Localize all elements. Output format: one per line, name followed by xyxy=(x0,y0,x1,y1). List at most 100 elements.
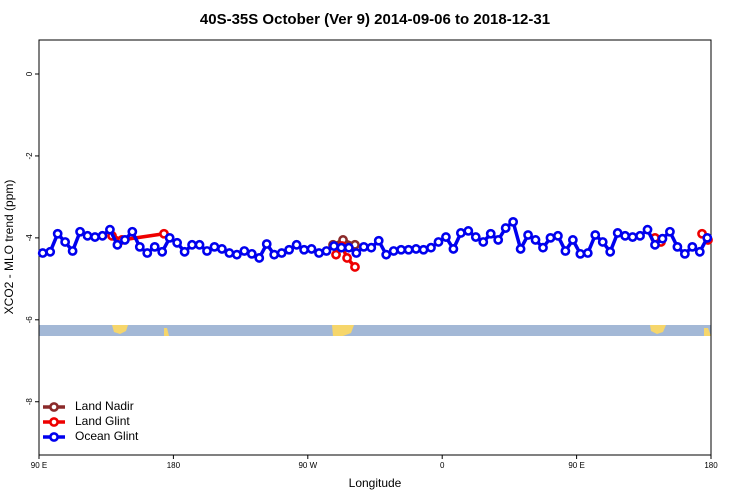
data-point xyxy=(523,230,533,240)
legend-marker xyxy=(49,417,59,427)
data-point xyxy=(545,232,556,243)
data-point xyxy=(665,226,675,237)
data-point xyxy=(246,248,257,259)
data-point xyxy=(82,230,93,241)
data-point xyxy=(642,224,653,235)
data-point xyxy=(134,241,145,252)
legend-marker xyxy=(49,402,59,412)
data-point xyxy=(366,242,377,253)
legend-marker xyxy=(49,432,59,442)
data-point xyxy=(448,244,459,254)
data-point xyxy=(127,226,138,237)
data-point xyxy=(149,241,160,252)
data-point xyxy=(90,232,100,242)
y-tick-label: -6 xyxy=(25,316,34,324)
data-point xyxy=(269,249,280,260)
data-point xyxy=(194,239,205,250)
data-point xyxy=(291,239,302,250)
series xyxy=(37,216,713,263)
data-point xyxy=(179,246,190,257)
data-point xyxy=(590,230,601,240)
data-point xyxy=(45,246,56,257)
data-point xyxy=(538,242,548,253)
data-point xyxy=(702,232,713,243)
data-point xyxy=(426,242,436,253)
data-point xyxy=(209,241,220,252)
data-point xyxy=(343,242,354,253)
x-tick-label: 0 xyxy=(440,461,445,470)
data-point xyxy=(627,232,638,242)
data-point xyxy=(60,237,71,247)
data-point xyxy=(67,246,78,256)
data-point xyxy=(418,244,429,255)
data-point xyxy=(321,246,332,256)
data-point xyxy=(530,235,541,245)
map-strip xyxy=(39,325,711,336)
chart-title: 40S-35S October (Ver 9) 2014-09-06 to 20… xyxy=(200,11,550,28)
data-point xyxy=(105,224,115,235)
data-point xyxy=(231,249,242,260)
data-point xyxy=(470,232,481,242)
data-point xyxy=(52,228,63,239)
legend-label: Land Glint xyxy=(75,414,130,428)
data-point xyxy=(687,241,698,252)
legend-label: Land Nadir xyxy=(75,399,134,413)
data-point xyxy=(254,253,265,263)
data-point xyxy=(396,244,407,255)
data-point xyxy=(650,239,660,250)
data-point xyxy=(299,244,309,255)
legend-label: Ocean Glint xyxy=(75,429,139,443)
data-point xyxy=(37,248,48,258)
data-point xyxy=(508,216,519,227)
data-point xyxy=(306,244,317,254)
data-point xyxy=(284,244,295,255)
data-point xyxy=(381,249,392,260)
data-point xyxy=(157,246,168,257)
data-point xyxy=(672,241,683,252)
data-point xyxy=(620,230,631,241)
x-tick-label: 180 xyxy=(167,461,181,470)
data-point xyxy=(679,248,690,259)
data-point xyxy=(142,248,153,258)
data-point xyxy=(575,248,586,259)
data-point xyxy=(239,246,250,256)
data-point xyxy=(612,228,623,238)
data-point xyxy=(582,248,593,258)
x-tick-label: 180 xyxy=(704,461,718,470)
data-point xyxy=(463,226,474,236)
data-point xyxy=(164,232,175,243)
plot-frame xyxy=(38,39,712,456)
data-point xyxy=(403,244,414,255)
data-point xyxy=(441,232,451,242)
data-point xyxy=(657,233,668,244)
y-axis-label: XCO2 - MLO trend (ppm) xyxy=(2,180,16,315)
data-point xyxy=(605,246,616,257)
data-point xyxy=(261,239,272,249)
data-point xyxy=(597,237,608,247)
data-point xyxy=(515,244,526,254)
data-point xyxy=(350,262,360,272)
data-point xyxy=(694,246,705,257)
data-point xyxy=(478,237,489,247)
data-point xyxy=(329,241,339,251)
data-point xyxy=(112,239,123,250)
data-point xyxy=(276,248,287,258)
data-point xyxy=(202,246,212,256)
data-point xyxy=(217,244,227,254)
data-point xyxy=(567,235,578,245)
y-tick-label: -8 xyxy=(25,398,34,406)
x-tick-label: 90 E xyxy=(568,461,584,470)
data-point xyxy=(314,248,324,258)
data-point xyxy=(455,228,466,238)
data-point xyxy=(187,239,197,250)
x-tick-label: 90 W xyxy=(298,461,317,470)
data-point xyxy=(351,248,362,258)
y-tick-label: -4 xyxy=(25,234,34,242)
data-point xyxy=(411,244,421,254)
data-point xyxy=(75,226,85,237)
data-point xyxy=(493,235,504,245)
data-point xyxy=(560,246,571,256)
data-point xyxy=(336,242,347,253)
data-point xyxy=(553,230,563,241)
